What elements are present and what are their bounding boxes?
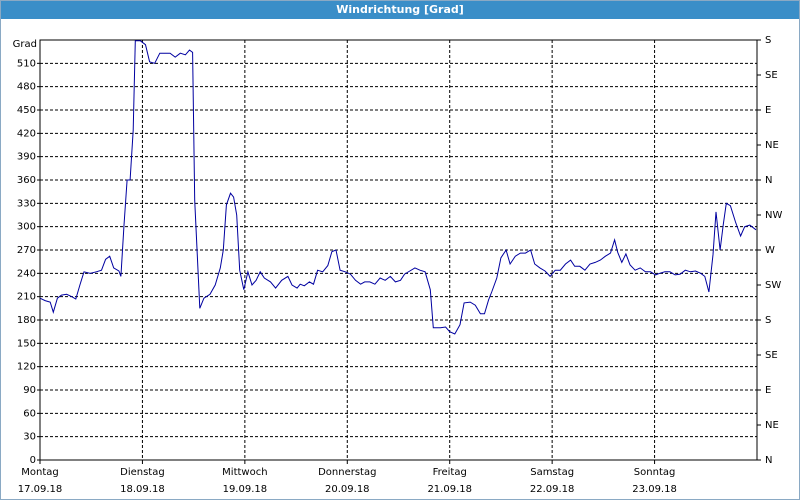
y-tick-label: 30	[23, 432, 36, 443]
x-tick-label: Samstag	[530, 467, 574, 478]
x-tick-date: 23.09.18	[632, 484, 677, 495]
y2-tick-label: NW	[765, 210, 782, 221]
x-tick-label: Montag	[21, 467, 58, 478]
x-tick-label: Sonntag	[634, 467, 676, 478]
x-tick-label: Donnerstag	[318, 467, 376, 478]
line-series	[39, 40, 757, 335]
x-tick-date: 19.09.18	[223, 484, 268, 495]
y2-tick-label: SE	[765, 350, 778, 361]
plot-border	[39, 39, 758, 461]
y2-tick-label: N	[765, 455, 772, 466]
y2-tick-label: N	[765, 175, 772, 186]
y2-tick-label: NE	[765, 420, 779, 431]
x-tick-date: 21.09.18	[427, 484, 472, 495]
x-tick-label: Freitag	[433, 467, 467, 478]
y-tick-label: 420	[17, 128, 36, 139]
y-tick-label: 150	[17, 338, 36, 349]
x-tick-label: Dienstag	[120, 467, 165, 478]
y-tick-label: 390	[17, 152, 36, 163]
y-tick-label: 450	[17, 105, 36, 116]
y-tick-label: 510	[17, 58, 36, 69]
y-tick-label: 360	[17, 175, 36, 186]
x-tick-label: Mittwoch	[222, 467, 267, 478]
y-tick-label: 90	[23, 385, 36, 396]
y-tick-label: 0	[30, 455, 36, 466]
x-tick-date: 17.09.18	[18, 484, 63, 495]
y2-tick-label: S	[765, 315, 771, 326]
y-tick-label: 480	[17, 82, 36, 93]
y-tick-label: 270	[17, 245, 36, 256]
y2-tick-label: E	[765, 105, 771, 116]
y-tick-label: 300	[17, 222, 36, 233]
x-tick-date: 20.09.18	[325, 484, 370, 495]
x-tick-date: 22.09.18	[530, 484, 575, 495]
y-tick-label: 240	[17, 268, 36, 279]
y-tick-label: 60	[23, 408, 36, 419]
y2-tick-label: E	[765, 385, 771, 396]
y-tick-label: 120	[17, 362, 36, 373]
y2-tick-label: NE	[765, 140, 779, 151]
y-tick-label: 330	[17, 198, 36, 209]
y-tick-label: 180	[17, 315, 36, 326]
y-axis-label: Grad	[13, 39, 37, 50]
y2-tick-label: SE	[765, 70, 778, 81]
window-title: Windrichtung [Grad]	[1, 1, 799, 19]
y-tick-label: 210	[17, 292, 36, 303]
y2-tick-label: W	[765, 245, 775, 256]
y2-tick-label: S	[765, 35, 771, 46]
y2-tick-label: SW	[765, 280, 781, 291]
x-tick-date: 18.09.18	[120, 484, 165, 495]
